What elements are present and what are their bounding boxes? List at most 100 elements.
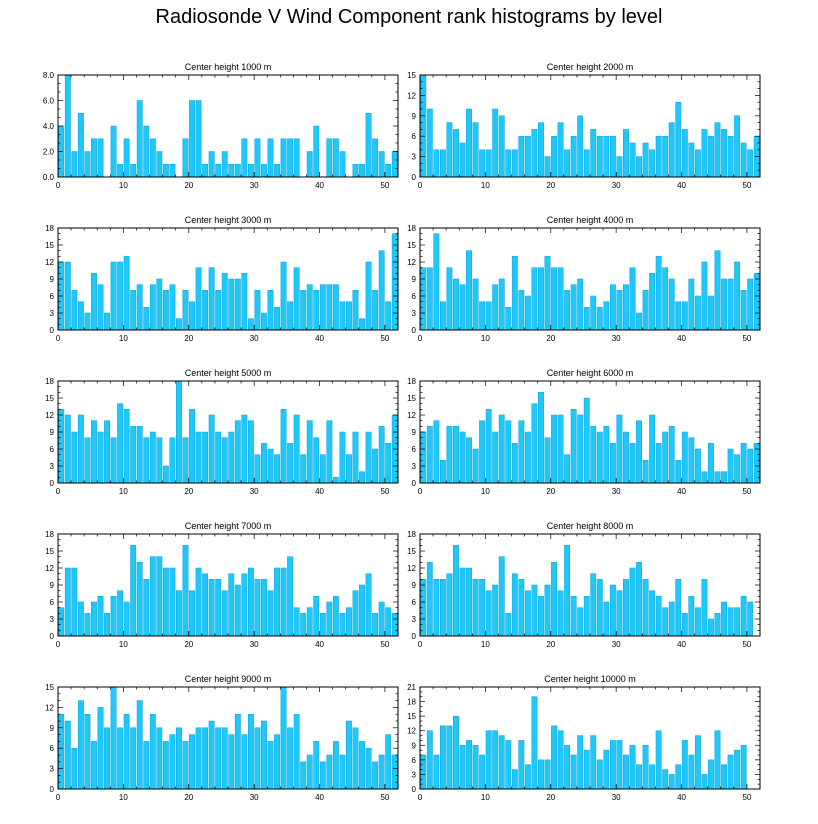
- histogram-bar: [747, 448, 754, 484]
- y-tick-label: 0: [412, 785, 417, 794]
- histogram-bar: [642, 579, 649, 637]
- x-tick-label: 30: [612, 487, 621, 496]
- histogram-bar: [538, 267, 544, 331]
- histogram-bar: [241, 273, 248, 331]
- y-tick-label: 9: [412, 275, 417, 284]
- histogram-bar: [306, 607, 313, 637]
- y-tick-label: 8.0: [43, 71, 55, 80]
- panel-title: Center height 3000 m: [185, 215, 272, 225]
- histogram-bar: [182, 437, 189, 484]
- histogram-bar: [261, 720, 267, 790]
- histogram-bar: [234, 420, 241, 484]
- histogram-bar: [596, 307, 603, 331]
- histogram-bar: [557, 414, 564, 484]
- histogram-bar: [668, 122, 675, 178]
- histogram-bar: [64, 74, 71, 178]
- histogram-bar: [708, 759, 714, 790]
- histogram-bar: [359, 318, 365, 331]
- histogram-bar: [156, 151, 163, 178]
- y-tick-label: 15: [407, 712, 416, 721]
- histogram-bar: [287, 727, 294, 790]
- histogram-bar: [352, 590, 359, 637]
- histogram-bar: [221, 437, 228, 484]
- histogram-bar: [688, 278, 695, 331]
- histogram-bar: [649, 414, 656, 484]
- histogram-bar: [583, 149, 590, 178]
- histogram-bar: [642, 460, 649, 484]
- histogram-bar: [721, 471, 727, 484]
- panel-title: Center height 7000 m: [185, 521, 272, 531]
- histogram-bar: [71, 747, 78, 790]
- histogram-bar: [77, 700, 84, 790]
- histogram-bar: [346, 454, 352, 484]
- histogram-bar: [623, 431, 629, 484]
- histogram-bar: [498, 556, 505, 637]
- histogram-bar: [740, 443, 747, 484]
- histogram-bar: [662, 135, 669, 178]
- histogram-bar: [439, 725, 446, 790]
- x-tick-label: 20: [184, 793, 193, 802]
- histogram-bar: [721, 278, 727, 331]
- histogram-bar: [352, 727, 359, 790]
- histogram-bar: [71, 151, 78, 178]
- histogram-bar: [104, 727, 110, 790]
- histogram-bar: [123, 256, 130, 331]
- histogram-bar: [590, 129, 597, 178]
- y-tick-label: 18: [45, 530, 54, 539]
- histogram-bar: [247, 164, 254, 178]
- histogram-bar: [326, 138, 333, 178]
- histogram-bar: [603, 749, 610, 790]
- histogram-bar: [747, 278, 754, 331]
- histogram-bar: [359, 471, 365, 484]
- histogram-bar: [254, 727, 261, 790]
- histogram-bar: [274, 164, 280, 178]
- histogram-bar: [439, 460, 446, 484]
- histogram-bar: [97, 431, 104, 484]
- x-tick-label: 50: [380, 334, 389, 343]
- histogram-bar: [708, 135, 714, 178]
- x-tick-label: 40: [315, 793, 324, 802]
- histogram-bar: [675, 101, 682, 178]
- x-tick-label: 0: [56, 334, 61, 343]
- histogram-bar: [91, 138, 97, 178]
- x-tick-label: 50: [380, 181, 389, 190]
- histogram-bar: [505, 613, 512, 637]
- histogram-bar: [156, 437, 163, 484]
- histogram-bar: [208, 151, 215, 178]
- histogram-bar: [511, 443, 518, 484]
- histogram-bar: [551, 725, 557, 790]
- histogram-bar: [531, 403, 538, 484]
- x-tick-label: 0: [56, 487, 61, 496]
- histogram-bar: [241, 734, 248, 790]
- histogram-bar: [453, 426, 459, 484]
- histogram-bar: [365, 261, 372, 331]
- histogram-bar: [123, 601, 130, 637]
- histogram-bar: [372, 138, 379, 178]
- histogram-bar: [202, 727, 209, 790]
- histogram-bar: [485, 149, 492, 178]
- x-tick-label: 40: [677, 181, 686, 190]
- histogram-bar: [274, 454, 280, 484]
- histogram-bar: [274, 567, 280, 637]
- histogram-bar: [557, 590, 564, 637]
- histogram-bar: [319, 613, 326, 637]
- histogram-bar: [143, 125, 150, 178]
- histogram-bar: [479, 754, 486, 790]
- histogram-bar: [64, 261, 71, 331]
- histogram-bar: [391, 233, 398, 331]
- histogram-bar: [326, 754, 333, 790]
- histogram-bar: [136, 284, 143, 331]
- y-tick-label: 3: [412, 309, 417, 318]
- x-tick-label: 30: [250, 793, 259, 802]
- histogram-bar: [372, 290, 379, 331]
- histogram-bar: [280, 686, 287, 790]
- histogram-bar: [701, 261, 708, 331]
- histogram-bar: [629, 567, 636, 637]
- histogram-bar: [143, 307, 150, 331]
- histogram-bar: [564, 545, 571, 637]
- plot-frame: [57, 74, 399, 178]
- histogram-bar: [511, 256, 518, 331]
- histogram-bar: [359, 584, 365, 637]
- histogram-bar: [688, 142, 695, 178]
- histogram-bar: [326, 420, 333, 484]
